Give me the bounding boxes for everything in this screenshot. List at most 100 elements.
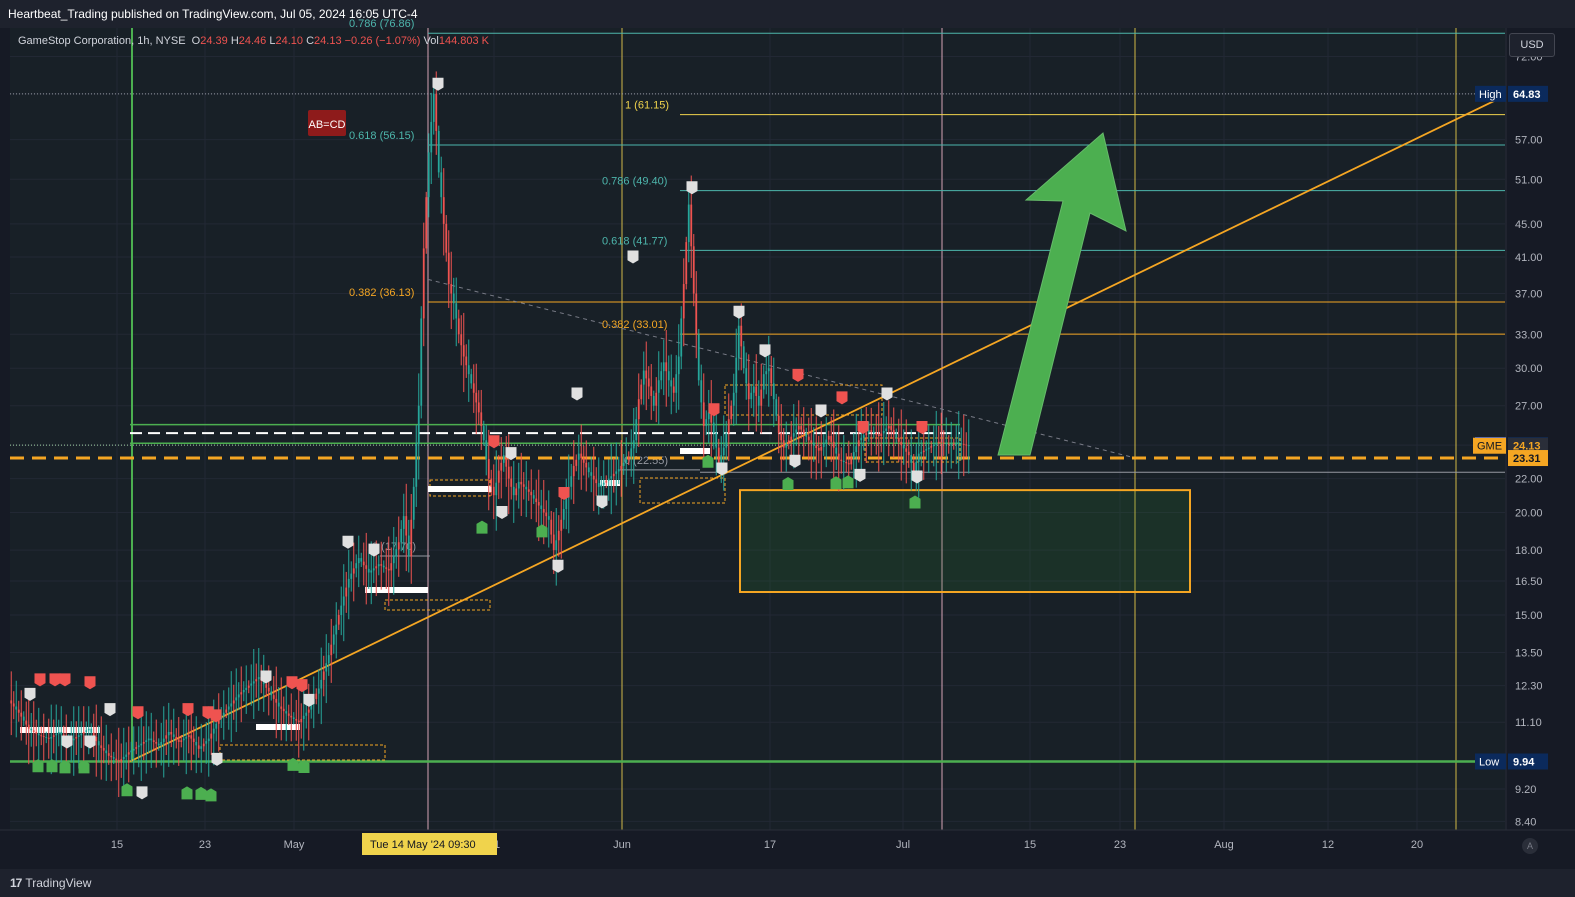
candle-body bbox=[52, 735, 55, 737]
pivot-marker bbox=[733, 305, 745, 319]
price-tick-label: 11.10 bbox=[1515, 717, 1542, 729]
price-label-bg-4 bbox=[1508, 753, 1548, 770]
candle-body bbox=[727, 419, 730, 434]
candle-body bbox=[430, 121, 433, 153]
candle-body bbox=[75, 736, 78, 739]
candle-body bbox=[390, 563, 393, 571]
candle-body bbox=[135, 747, 138, 749]
low-label: L bbox=[269, 35, 276, 47]
candle-body bbox=[925, 449, 928, 451]
sell-marker bbox=[836, 391, 848, 405]
pivot-marker bbox=[104, 703, 116, 717]
signal-markers bbox=[24, 77, 928, 802]
buy-marker bbox=[476, 520, 488, 534]
candle-body bbox=[960, 443, 963, 445]
candle-body bbox=[92, 732, 95, 737]
sell-marker bbox=[792, 368, 804, 382]
time-tick-label: 23 bbox=[1114, 839, 1126, 851]
publish-text: Heartbeat_Trading published on TradingVi… bbox=[8, 7, 418, 21]
crosshair-date-bg bbox=[362, 833, 497, 855]
candle-body bbox=[687, 204, 690, 243]
candle-body bbox=[532, 495, 535, 499]
price-label-name-bg-2 bbox=[1473, 437, 1506, 454]
candle-body bbox=[207, 738, 210, 742]
time-tick-label: 15 bbox=[1024, 839, 1036, 851]
price-axis[interactable]: 72.0057.0051.0045.0041.0037.0033.0030.00… bbox=[1473, 28, 1575, 830]
candle-body bbox=[55, 733, 58, 736]
candle-body bbox=[360, 558, 363, 562]
sell-marker bbox=[49, 673, 61, 687]
open-value: 24.39 bbox=[200, 35, 228, 47]
price-tick-label: 18.00 bbox=[1515, 545, 1543, 557]
candle-body bbox=[305, 712, 308, 716]
tradingview-logo[interactable]: 17 TradingView bbox=[10, 876, 91, 890]
candle-body bbox=[10, 700, 13, 704]
candle-body bbox=[302, 715, 305, 719]
candle-body bbox=[865, 432, 868, 436]
candle-body bbox=[807, 436, 810, 441]
candle-body bbox=[157, 743, 160, 746]
candle-body bbox=[177, 739, 180, 742]
candle-body bbox=[335, 624, 338, 635]
candle-body bbox=[387, 568, 390, 571]
price-tick-label: 27.00 bbox=[1515, 401, 1543, 413]
candle-body bbox=[222, 712, 225, 716]
crosshair-date-label: Tue 14 May '24 09:30 bbox=[370, 839, 476, 851]
candle-body bbox=[225, 709, 228, 713]
pivot-marker bbox=[211, 752, 223, 766]
high-label: H bbox=[230, 35, 239, 47]
price-label-bg-2 bbox=[1508, 437, 1548, 454]
candle-body bbox=[480, 412, 483, 427]
candle-body bbox=[755, 386, 758, 396]
candle-body bbox=[310, 704, 313, 710]
auto-scale-button[interactable]: A bbox=[1522, 838, 1538, 854]
candle-body bbox=[950, 444, 953, 446]
candle-body bbox=[57, 731, 60, 734]
candle-body bbox=[672, 386, 675, 393]
candle-body bbox=[892, 429, 895, 434]
pivot-marker bbox=[84, 735, 96, 749]
candle-body bbox=[942, 442, 945, 444]
candle-body bbox=[847, 463, 850, 465]
candle-body bbox=[897, 437, 900, 442]
time-axis[interactable]: 1523May21Jun17Jul1523Aug1220Tue 14 May '… bbox=[0, 829, 1575, 869]
open-label: O bbox=[191, 35, 201, 47]
candle-body bbox=[957, 443, 960, 445]
candle-body bbox=[112, 757, 115, 759]
fib-label-0: 0.786 (76.86) bbox=[349, 18, 414, 30]
candle-body bbox=[855, 446, 858, 453]
candle-body bbox=[270, 691, 273, 696]
candle-body bbox=[95, 736, 98, 742]
symbol-name: GameStop Corporation, 1h, NYSE bbox=[18, 35, 186, 47]
candle-body bbox=[700, 380, 703, 403]
candle-body bbox=[642, 370, 645, 385]
currency-button[interactable]: USD bbox=[1509, 33, 1555, 57]
candle-body bbox=[722, 447, 725, 456]
candle-body bbox=[747, 383, 750, 400]
price-label-value-2: 24.13 bbox=[1513, 441, 1541, 453]
pattern-box-1 bbox=[384, 599, 491, 611]
candle-body bbox=[690, 204, 693, 247]
candle-body bbox=[940, 441, 943, 443]
candle-body bbox=[967, 445, 970, 447]
candle-body bbox=[282, 708, 285, 712]
buy-marker bbox=[909, 495, 921, 509]
pivot-marker bbox=[911, 470, 923, 484]
candle-body bbox=[572, 465, 575, 477]
candle-body bbox=[867, 430, 870, 433]
ascending-trendline bbox=[129, 94, 1506, 763]
sell-marker bbox=[488, 435, 500, 449]
candle-body bbox=[715, 433, 718, 448]
price-tick-label: 57.00 bbox=[1515, 135, 1543, 147]
candle-body bbox=[370, 570, 373, 573]
candle-body bbox=[922, 450, 925, 453]
candle-body bbox=[565, 497, 568, 510]
price-tick-label: 16.50 bbox=[1515, 576, 1543, 588]
candle-body bbox=[522, 484, 525, 487]
candle-body bbox=[262, 680, 265, 685]
candle-body bbox=[450, 284, 453, 294]
sell-marker bbox=[59, 673, 71, 687]
buy-marker bbox=[842, 475, 854, 489]
fib-label-5: 0.382 (36.13) bbox=[349, 287, 414, 299]
